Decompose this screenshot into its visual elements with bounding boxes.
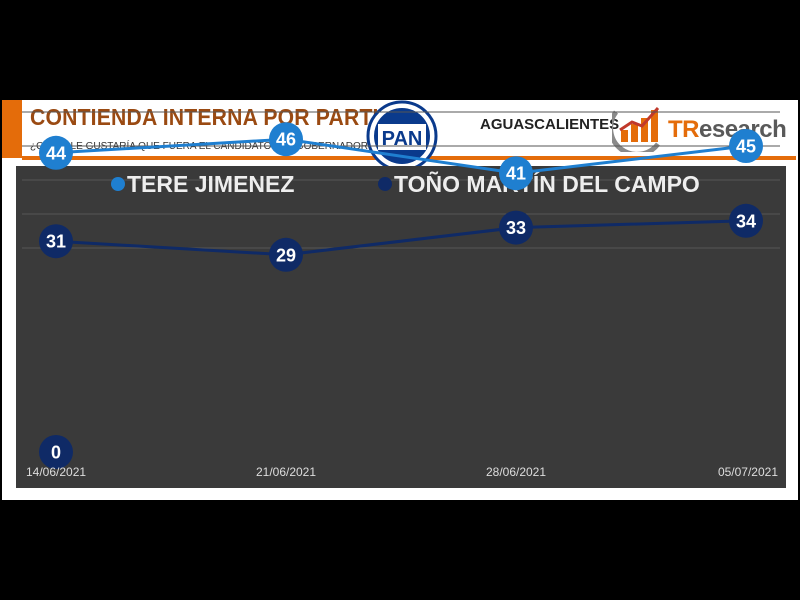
legend-dot-tono-martin-del-campo <box>378 177 392 191</box>
data-label-tere-jimenez: 45 <box>736 137 756 157</box>
tresearch-logo-icon <box>612 107 660 152</box>
data-point-tere-jimenez <box>39 135 73 170</box>
data-label-tere-jimenez: 41 <box>506 164 526 184</box>
legend-dot-tere-jimenez <box>111 177 125 191</box>
chart-legend: TERE JIMENEZ TOÑO MARTÍN DEL CAMPO <box>111 170 700 197</box>
data-label-tere-jimenez: 46 <box>276 130 296 150</box>
data-label-tono-martin-del-campo: 34 <box>736 211 756 231</box>
data-point-tere-jimenez <box>499 156 533 191</box>
annotation-label: 0 <box>51 443 61 463</box>
accent-bar <box>2 100 22 158</box>
plot-area <box>16 166 786 488</box>
data-label-tere-jimenez: 44 <box>46 143 66 163</box>
x-tick-label: 21/06/2021 <box>256 465 316 479</box>
brand-prefix: TR <box>668 116 700 143</box>
data-label-tono-martin-del-campo: 33 <box>506 218 526 238</box>
page-title: CONTIENDA INTERNA POR PARTIDO <box>30 104 411 130</box>
region-label: AGUASCALIENTES <box>480 116 620 133</box>
series-line-tono-martin-del-campo <box>55 219 747 257</box>
legend-label-tono-martin-del-campo: TOÑO MARTÍN DEL CAMPO <box>394 170 700 197</box>
data-point-tono-martin-del-campo <box>269 237 303 272</box>
data-point-tono-martin-del-campo <box>729 203 763 238</box>
series-line-tere-jimenez <box>55 137 747 175</box>
legend-label-tere-jimenez: TERE JIMENEZ <box>127 171 294 197</box>
series-layer: 44 46 41 45 31 29 33 34 0 <box>39 122 763 469</box>
data-point-tono-martin-del-campo <box>39 224 73 259</box>
data-point-tere-jimenez <box>269 122 303 157</box>
data-point-tere-jimenez <box>729 129 763 163</box>
annotation-point <box>39 435 73 469</box>
pan-logo-text: PAN <box>382 128 423 150</box>
data-label-tono-martin-del-campo: 29 <box>276 245 296 265</box>
data-point-tono-martin-del-campo <box>499 210 533 245</box>
x-axis-ticks: 14/06/2021 21/06/2021 28/06/2021 05/07/2021 <box>26 465 778 479</box>
data-label-tono-martin-del-campo: 31 <box>46 232 66 252</box>
x-tick-label: 14/06/2021 <box>26 465 86 479</box>
x-tick-label: 28/06/2021 <box>486 465 546 479</box>
x-tick-label: 05/07/2021 <box>718 465 778 479</box>
